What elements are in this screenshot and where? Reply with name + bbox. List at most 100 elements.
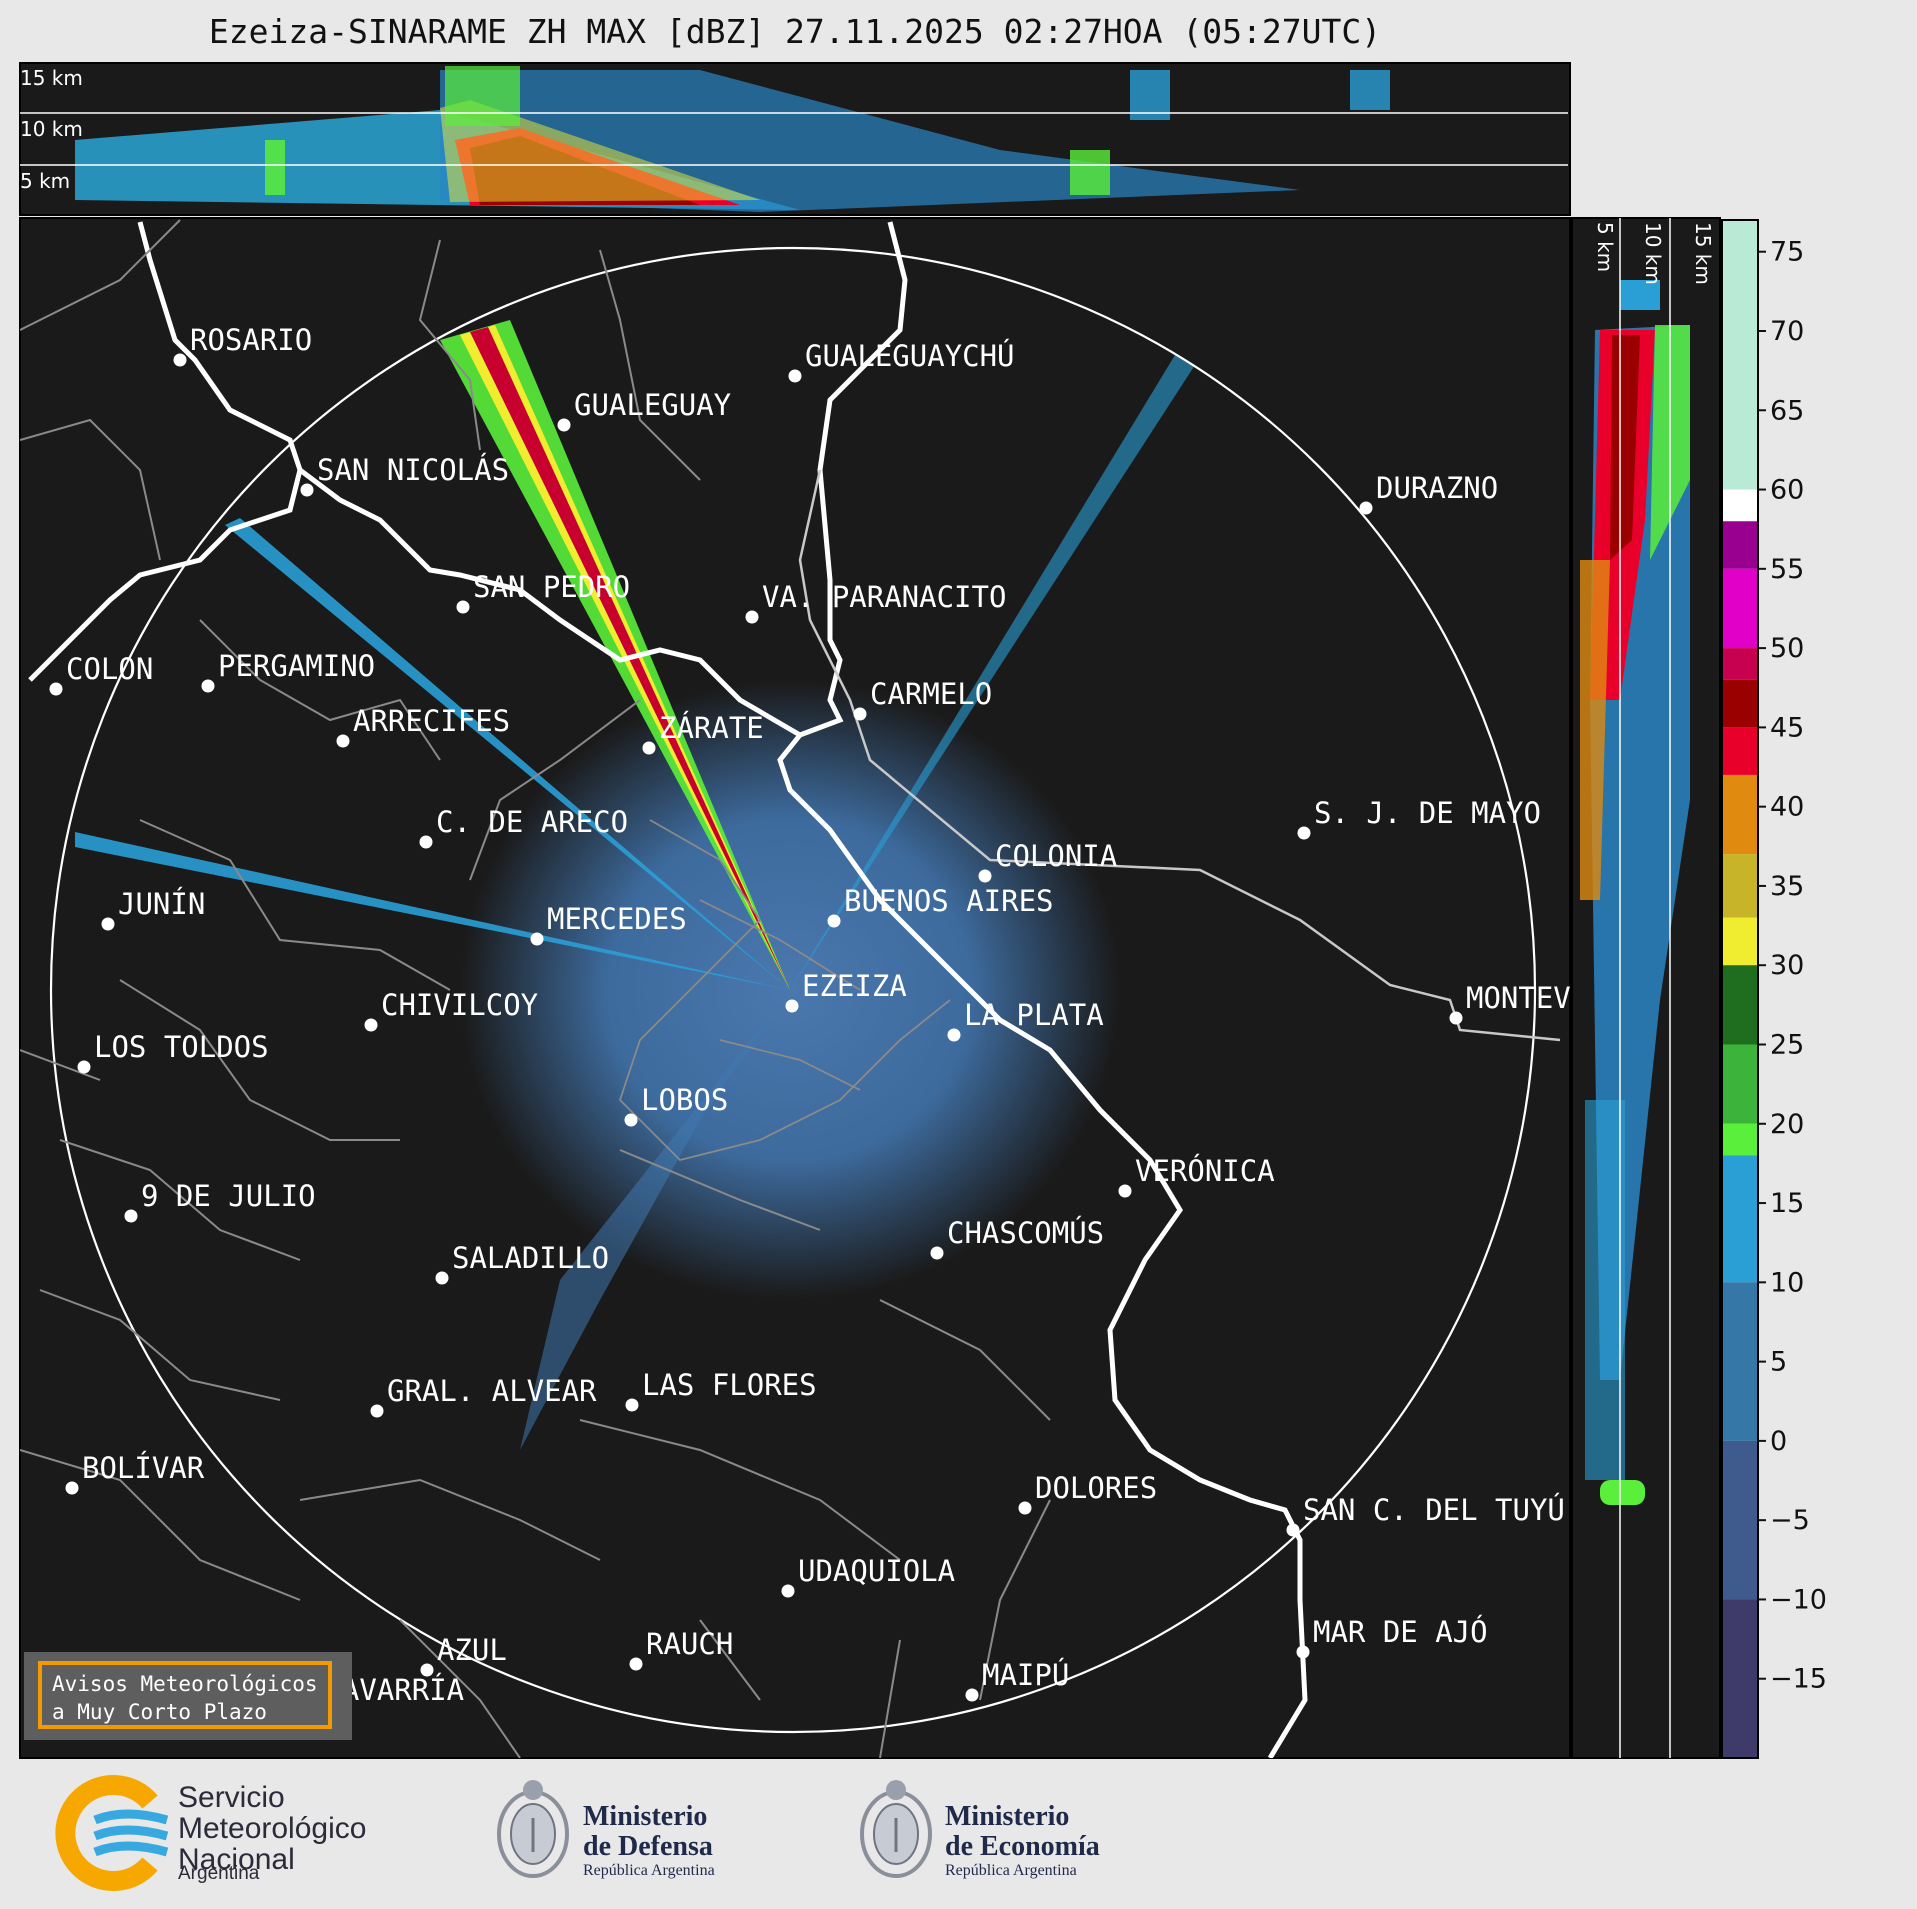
side-height-label: 5 km [1593,222,1617,272]
city-marker [530,932,544,946]
city-label: ZÁRATE [659,711,764,745]
colorbar-band [1722,727,1758,775]
notice-panel[interactable]: Avisos Meteorológicos a Muy Corto Plazo [24,1652,352,1740]
city-label: S. J. DE MAYO [1314,796,1541,830]
smn-logo-icon [55,1775,169,1891]
economia-country: República Argentina [945,1862,1077,1879]
city-label: COLON [66,652,153,686]
colorbar-tick-label: 65 [1770,395,1804,426]
city-label: BOLÍVAR [82,1451,205,1485]
city-marker [853,707,867,721]
city-marker [947,1028,961,1042]
top-height-label: 10 km [20,117,83,141]
city-label: COLONIA [995,839,1117,873]
city-label: AZUL [437,1633,507,1667]
colorbar-tick-label: 5 [1770,1347,1787,1378]
economia-name: Ministerio de Economía República Argenti… [945,1802,1100,1880]
city-label: 9 DE JULIO [141,1179,316,1213]
city-label: MAR DE AJÓ [1313,1615,1488,1649]
city-label: MONTEVIDEO [1466,981,1641,1015]
colorbar-tick-label: 25 [1770,1029,1804,1060]
city-marker [456,600,470,614]
defensa-line: de Defensa [583,1831,713,1862]
city-label: VA. PARANACITO [762,580,1006,614]
side-height-label: 15 km [1691,222,1715,285]
colorbar-band [1722,774,1758,855]
colorbar-band [1722,1440,1758,1600]
colorbar-band [1722,1123,1758,1156]
city-label: DOLORES [1035,1471,1157,1505]
city-marker [124,1209,138,1223]
colorbar-tick-label: 60 [1770,475,1804,506]
colorbar-tick-label: 50 [1770,633,1804,664]
city-label: SAN PEDRO [473,570,630,604]
colorbar-tick-label: −15 [1770,1664,1827,1695]
city-label: JUNÍN [118,887,205,921]
city-marker [1018,1501,1032,1515]
colorbar-tick-label: 30 [1770,950,1804,981]
colorbar-tick-label: 55 [1770,554,1804,585]
radar-map[interactable]: ROSARIO GUALEGUAYCHÚ GUALEGUAY SAN NICOLÁS D… [19,217,1641,1759]
notice-link[interactable]: Avisos Meteorológicos a Muy Corto Plazo [38,1661,332,1729]
colorbar-tick-label: 35 [1770,871,1804,902]
range-ring [49,246,1537,1734]
city-marker [1286,1523,1300,1537]
city-label: RAUCH [646,1627,733,1661]
city-marker [173,353,187,367]
radar-figure: 15 km 10 km 5 km RO [19,62,1827,1759]
city-label: MERCEDES [547,902,687,936]
colorbar-tick-label: 15 [1770,1188,1804,1219]
city-marker [781,1584,795,1598]
city-marker [978,869,992,883]
colorbar-band [1722,1282,1758,1441]
city-label: GRAL. ALVEAR [387,1374,597,1408]
city-label: GUALEGUAYCHÚ [805,339,1015,373]
city-marker [629,1657,643,1671]
notice-line: a Muy Corto Plazo [52,1700,267,1724]
notice-line: Avisos Meteorológicos [52,1672,318,1696]
city-label: VERÓNICA [1135,1154,1275,1188]
colorbar-tick-label: 40 [1770,792,1804,823]
colorbar-band [1722,568,1758,649]
city-marker [1449,1011,1463,1025]
colorbar-tick-label: 45 [1770,712,1804,743]
smn-country: Argentina [178,1863,260,1884]
side-height-label: 10 km [1641,222,1665,285]
coat-of-arms-icon [860,1780,932,1878]
colorbar-tick-label: 20 [1770,1109,1804,1140]
city-markers: ROSARIO GUALEGUAYCHÚ GUALEGUAY SAN NICOLÁS D… [49,323,1641,1717]
colorbar-band [1722,965,1758,1045]
city-marker [420,1663,434,1677]
city-marker [557,418,571,432]
city-marker [336,734,350,748]
defensa-country: República Argentina [583,1862,715,1879]
city-label: LAS FLORES [642,1368,817,1402]
colorbar-band [1722,854,1758,918]
city-marker [65,1481,79,1495]
colorbar-tick-label: −10 [1770,1584,1827,1615]
city-marker [1359,501,1373,515]
colorbar-band [1722,679,1758,728]
city-marker [419,835,433,849]
city-marker [364,1018,378,1032]
city-marker [625,1398,639,1412]
city-marker [827,914,841,928]
city-marker [1297,826,1311,840]
smn-line: Nacional [178,1843,295,1876]
side-height-profile: 5 km 10 km 15 km [1571,217,1721,1759]
city-label: LOBOS [641,1083,728,1117]
city-marker [49,682,63,696]
city-label: PERGAMINO [218,649,375,683]
city-marker [77,1060,91,1074]
defensa-name: Ministerio de Defensa República Argentin… [583,1802,715,1880]
colorbar-tick-label: 70 [1770,316,1804,347]
city-marker [1296,1645,1310,1659]
city-label: BUENOS AIRES [844,884,1054,918]
city-label: CHASCOMÚS [947,1216,1104,1250]
city-label: SAN NICOLÁS [317,453,509,487]
colorbar-frame [1721,219,1759,1759]
city-label: MAIPÚ [982,1658,1069,1692]
city-label: SAN C. DEL TUYÚ [1303,1493,1565,1527]
colorbar-tick-label: −5 [1770,1505,1810,1536]
